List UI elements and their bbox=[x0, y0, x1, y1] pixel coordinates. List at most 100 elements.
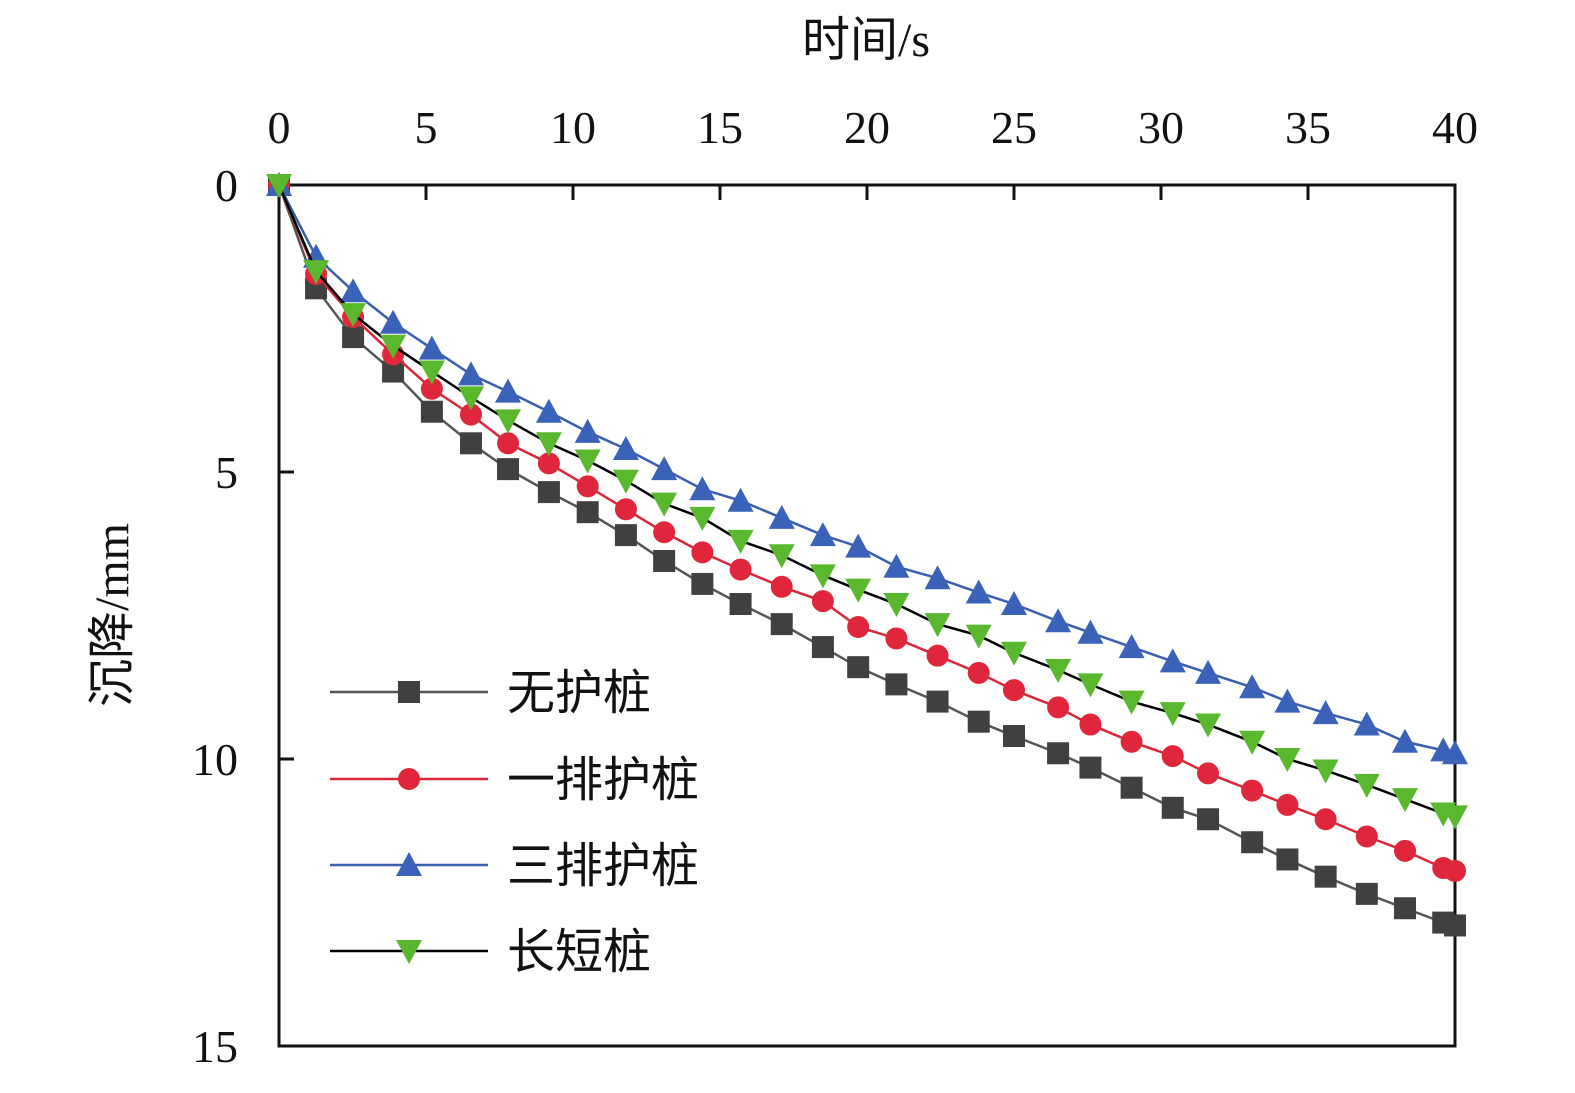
data-point bbox=[420, 400, 443, 423]
data-point bbox=[809, 522, 836, 547]
legend-item: 长短桩 bbox=[330, 926, 651, 979]
data-point bbox=[266, 174, 292, 198]
data-point bbox=[457, 361, 484, 386]
data-point bbox=[418, 360, 445, 385]
data-point bbox=[535, 398, 562, 423]
data-point bbox=[770, 613, 793, 636]
y-tick-label: 0 bbox=[215, 160, 238, 211]
data-point bbox=[1241, 779, 1264, 802]
data-point bbox=[965, 624, 992, 649]
data-point bbox=[1239, 674, 1266, 699]
y-tick-label: 5 bbox=[215, 447, 238, 498]
data-point bbox=[1274, 688, 1301, 713]
data-point bbox=[418, 335, 445, 360]
data-point bbox=[1120, 730, 1143, 753]
data-point bbox=[1442, 805, 1468, 830]
data-point bbox=[1274, 748, 1301, 772]
data-point bbox=[1045, 608, 1072, 633]
x-tick-label: 10 bbox=[550, 102, 596, 153]
data-point bbox=[1353, 773, 1380, 798]
data-point bbox=[1394, 839, 1417, 862]
data-point bbox=[924, 565, 951, 590]
data-point bbox=[689, 476, 716, 501]
data-point bbox=[1276, 793, 1299, 816]
data-point bbox=[1394, 897, 1417, 920]
legend-marker bbox=[398, 681, 420, 703]
x-tick-label: 35 bbox=[1285, 102, 1331, 153]
data-point bbox=[1045, 659, 1072, 684]
legend-label: 一排护桩 bbox=[507, 754, 699, 807]
legend-label: 长短桩 bbox=[507, 926, 651, 979]
data-point bbox=[1353, 711, 1380, 736]
y-tick-label: 15 bbox=[192, 1021, 238, 1072]
x-tick-label: 5 bbox=[415, 102, 438, 153]
data-point bbox=[1077, 619, 1104, 644]
y-axis-title: 沉降/mm bbox=[86, 523, 139, 707]
data-point bbox=[1077, 673, 1104, 698]
data-point bbox=[537, 481, 560, 504]
data-point bbox=[497, 432, 520, 455]
data-point bbox=[576, 475, 599, 498]
data-point bbox=[1047, 696, 1070, 719]
data-point bbox=[303, 260, 330, 285]
data-point bbox=[497, 458, 520, 481]
data-point bbox=[1161, 796, 1184, 819]
data-point bbox=[576, 501, 599, 524]
data-point bbox=[1003, 725, 1025, 748]
data-point bbox=[926, 690, 949, 713]
data-point bbox=[457, 386, 484, 411]
data-point bbox=[574, 449, 601, 474]
data-point bbox=[1241, 831, 1264, 854]
data-point bbox=[809, 564, 836, 589]
data-point bbox=[574, 418, 601, 443]
data-point bbox=[1392, 728, 1419, 753]
data-point bbox=[340, 303, 367, 328]
data-point bbox=[342, 326, 365, 349]
series-1 bbox=[268, 174, 1466, 937]
data-point bbox=[729, 558, 752, 581]
series-line bbox=[277, 184, 1456, 818]
data-point bbox=[768, 504, 795, 529]
x-tick-label: 20 bbox=[844, 102, 890, 153]
legend-marker bbox=[396, 852, 422, 876]
data-point bbox=[883, 593, 910, 618]
x-tick-label: 40 bbox=[1432, 102, 1478, 153]
data-point bbox=[926, 644, 949, 667]
data-point bbox=[1444, 859, 1466, 882]
data-point bbox=[1079, 713, 1102, 736]
legend-label: 无护桩 bbox=[507, 667, 651, 720]
x-tick-label: 25 bbox=[991, 102, 1037, 153]
data-point bbox=[727, 487, 754, 512]
series-2 bbox=[268, 174, 1466, 882]
data-point bbox=[1118, 690, 1145, 715]
series-line bbox=[277, 184, 1456, 873]
data-point bbox=[537, 452, 560, 475]
data-point bbox=[845, 578, 872, 603]
legend-item: 一排护桩 bbox=[330, 754, 699, 807]
data-point bbox=[1239, 730, 1266, 755]
data-point bbox=[1195, 713, 1222, 738]
data-point bbox=[1120, 776, 1143, 799]
data-point bbox=[967, 661, 990, 684]
data-point bbox=[1118, 634, 1145, 659]
data-point bbox=[651, 492, 678, 517]
data-point bbox=[651, 456, 678, 481]
x-axis-title: 时间/s bbox=[802, 14, 930, 67]
data-point bbox=[1355, 882, 1378, 905]
data-point bbox=[1314, 808, 1337, 831]
data-point bbox=[883, 553, 910, 578]
data-point bbox=[380, 309, 407, 334]
data-point bbox=[885, 673, 908, 696]
data-point bbox=[691, 541, 714, 564]
data-point bbox=[612, 469, 639, 494]
data-point bbox=[847, 656, 870, 679]
legend-item: 无护桩 bbox=[330, 667, 651, 720]
data-point bbox=[1001, 591, 1027, 616]
data-point bbox=[1003, 679, 1025, 702]
data-point bbox=[727, 529, 754, 554]
data-point bbox=[495, 409, 522, 434]
data-point bbox=[1314, 865, 1337, 888]
legend-marker bbox=[396, 940, 422, 964]
data-point bbox=[614, 524, 637, 547]
